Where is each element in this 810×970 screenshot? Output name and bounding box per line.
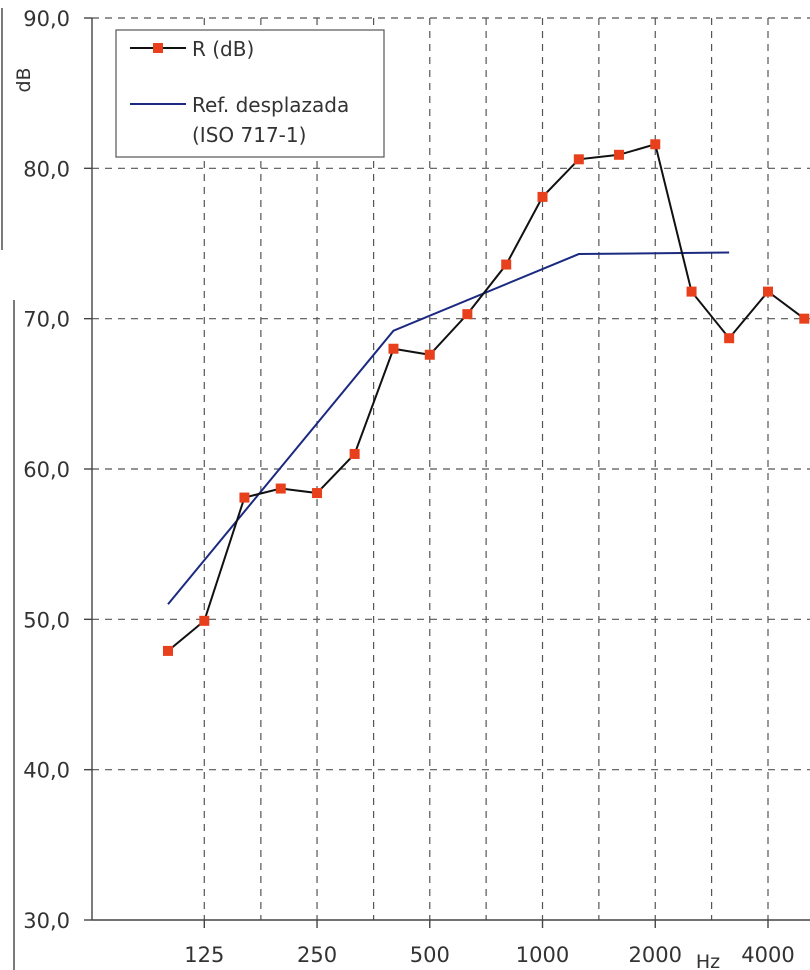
grid bbox=[92, 17, 810, 920]
r-data-point bbox=[275, 483, 286, 494]
r-data-point bbox=[199, 615, 210, 626]
x-tick-label: 4000 bbox=[741, 943, 794, 967]
y-tick-label: 60,0 bbox=[23, 458, 70, 482]
y-tick-label: 50,0 bbox=[23, 608, 70, 632]
y-tick-label: 40,0 bbox=[23, 759, 70, 783]
x-tick-labels: 125 250 500 1000 2000 4000 bbox=[184, 943, 794, 967]
r-data-point bbox=[573, 154, 584, 165]
legend-ref-label-line: Ref. desplazada bbox=[192, 93, 349, 117]
r-data-point bbox=[388, 343, 399, 354]
axes bbox=[84, 17, 810, 928]
series bbox=[163, 139, 810, 656]
legend-ref-label-line: (ISO 717-1) bbox=[192, 123, 306, 147]
x-tick-label: 500 bbox=[410, 943, 450, 967]
r-series-line bbox=[167, 143, 805, 652]
legend-r-marker bbox=[153, 43, 163, 53]
x-tick-label: 125 bbox=[184, 943, 224, 967]
r-data-point bbox=[650, 139, 661, 150]
r-data-point bbox=[163, 645, 173, 656]
r-data-point bbox=[613, 149, 624, 160]
r-data-point bbox=[312, 488, 323, 499]
left-edge-decoration bbox=[1, 8, 15, 970]
legend-ref-label: Ref. desplazada (ISO 717-1) bbox=[192, 93, 349, 147]
y-tick-labels: 90,0 80,0 70,0 60,0 50,0 40,0 30,0 bbox=[23, 7, 70, 933]
y-axis-title: dB bbox=[13, 67, 35, 92]
r-data-point bbox=[501, 259, 512, 270]
legend: R (dB) Ref. desplazada (ISO 717-1) bbox=[115, 29, 385, 158]
y-tick-label: 70,0 bbox=[23, 308, 70, 332]
r-data-point bbox=[763, 286, 773, 297]
legend-r-label: R (dB) bbox=[192, 37, 254, 61]
r-data-point bbox=[349, 448, 360, 459]
x-tick-label: 1000 bbox=[516, 943, 569, 967]
x-tick-label: 250 bbox=[297, 943, 337, 967]
ref-series-line bbox=[167, 251, 730, 605]
y-tick-label: 90,0 bbox=[23, 7, 70, 31]
x-tick-label: 2000 bbox=[629, 943, 682, 967]
y-tick-label: 30,0 bbox=[23, 909, 70, 933]
r-data-point bbox=[799, 313, 810, 324]
r-data-point bbox=[537, 191, 548, 202]
r-data-point bbox=[686, 286, 697, 297]
y-tick-label: 80,0 bbox=[23, 157, 70, 181]
r-data-point bbox=[724, 333, 735, 344]
x-axis-unit: Hz bbox=[696, 951, 720, 970]
r-data-point bbox=[239, 492, 250, 503]
r-data-point bbox=[424, 349, 435, 360]
r-data-point bbox=[462, 309, 473, 320]
